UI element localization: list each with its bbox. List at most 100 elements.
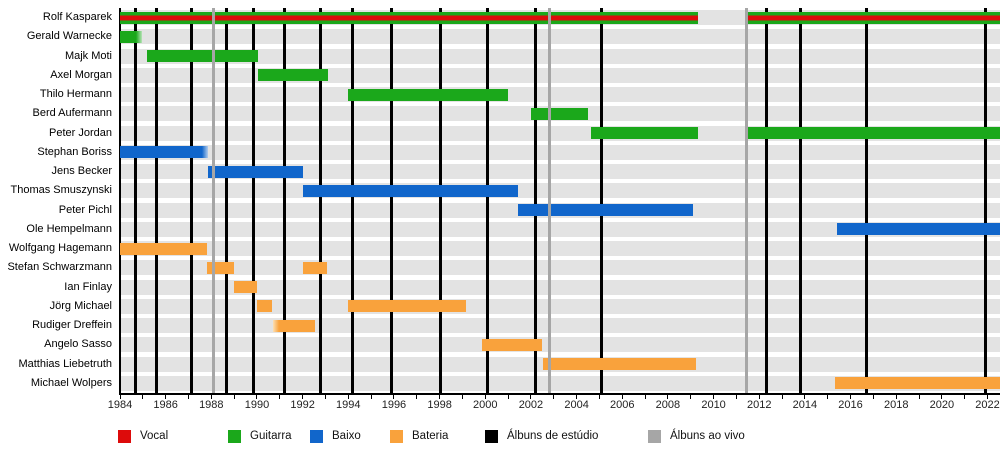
member-bar	[746, 127, 1000, 139]
plot-left-border	[119, 8, 121, 393]
member-label: Axel Morgan	[50, 68, 112, 81]
legend-swatch	[485, 430, 498, 443]
legend-swatch	[390, 430, 403, 443]
member-label: Wolfgang Hagemann	[8, 242, 112, 254]
studio-album-line	[190, 8, 194, 393]
member-label: Jörg Michael	[49, 299, 112, 312]
member-bar	[543, 358, 697, 370]
member-row-track	[119, 48, 1000, 64]
axis-tick	[142, 395, 144, 399]
axis-tick	[735, 395, 737, 399]
member-label: Thomas Smuszynski	[10, 184, 112, 197]
member-row-track	[119, 375, 1000, 391]
axis-year-label: 1984	[107, 399, 133, 411]
member-label: Matthias Liebetruth	[18, 357, 112, 370]
axis-tick	[872, 395, 874, 399]
member-label: Angelo Sasso	[44, 338, 112, 351]
axis-tick	[895, 395, 897, 399]
axis-tick	[507, 395, 509, 399]
axis-tick	[690, 395, 692, 399]
axis-tick	[850, 395, 852, 399]
axis-year-label: 1998	[427, 399, 452, 411]
axis-year-label: 2022	[975, 399, 1000, 411]
axis-tick	[165, 395, 167, 399]
axis-year-label: 2018	[883, 399, 909, 411]
axis-year-label: 1988	[199, 399, 224, 411]
member-bar	[348, 300, 466, 313]
studio-album-line	[252, 8, 256, 393]
member-bar	[207, 165, 303, 178]
axis-tick	[758, 395, 760, 399]
axis-tick	[187, 395, 189, 399]
member-bar	[481, 338, 543, 351]
axis-tick	[119, 395, 121, 399]
studio-album-line	[224, 8, 228, 393]
axis-tick	[576, 395, 578, 399]
member-bar	[258, 69, 328, 82]
studio-album-line	[983, 8, 987, 393]
member-bar	[256, 300, 272, 313]
member-bar	[302, 261, 327, 274]
member-label: Ian Finlay	[64, 280, 112, 293]
legend-swatch	[228, 430, 241, 443]
axis-year-label: 2006	[610, 399, 635, 411]
studio-album-line	[319, 8, 323, 393]
axis-tick	[279, 395, 281, 399]
axis-year-label: 2016	[838, 399, 863, 411]
member-bar	[530, 107, 588, 120]
member-row-track	[119, 260, 1000, 276]
member-label: Peter Jordan	[49, 126, 112, 139]
axis-tick	[256, 395, 258, 399]
member-row-track	[119, 318, 1000, 333]
axis-tick	[210, 395, 212, 399]
member-bar	[834, 377, 1000, 390]
live-album-line	[745, 8, 749, 393]
axis-tick	[370, 395, 372, 399]
axis-tick	[530, 395, 532, 399]
member-label: Ole Hempelmann	[26, 222, 112, 235]
axis-year-label: 2008	[655, 399, 681, 411]
x-axis-line	[119, 393, 1000, 395]
axis-year-label: 2002	[518, 399, 544, 411]
member-bar	[147, 50, 259, 62]
axis-tick	[781, 395, 783, 399]
studio-album-line	[134, 8, 138, 393]
member-row-track	[119, 144, 1000, 160]
axis-tick	[324, 395, 326, 399]
member-bar	[206, 261, 235, 274]
member-label: Jens Becker	[51, 165, 112, 177]
axis-year-label: 1992	[290, 399, 315, 411]
member-label: Majk Moti	[64, 49, 112, 62]
member-bar	[518, 204, 694, 216]
member-row-track	[119, 29, 1000, 45]
legend-label: Álbuns ao vivo	[670, 430, 745, 442]
live-album-line	[547, 8, 551, 393]
legend-label: Vocal	[140, 430, 169, 442]
axis-tick	[667, 395, 669, 399]
member-label: Rudiger Dreffein	[32, 319, 112, 331]
axis-year-label: 2004	[564, 399, 589, 411]
axis-tick	[233, 395, 235, 399]
axis-tick	[621, 395, 623, 399]
member-bar	[120, 146, 208, 159]
member-bar	[591, 127, 699, 139]
legend-label: Baixo	[332, 430, 361, 442]
studio-album-line	[600, 8, 604, 393]
axis-tick	[941, 395, 943, 399]
member-row-track	[119, 279, 1000, 295]
member-bar	[302, 184, 519, 197]
axis-tick	[439, 395, 441, 399]
legend-swatch	[648, 430, 661, 443]
studio-album-line	[865, 8, 869, 393]
studio-album-line	[390, 8, 394, 393]
axis-year-label: 1996	[381, 399, 407, 411]
member-label: Berd Aufermann	[32, 107, 113, 120]
member-bar	[746, 11, 1000, 24]
member-row-track	[119, 221, 1000, 237]
member-bar	[120, 11, 699, 24]
member-bar	[234, 281, 257, 293]
studio-album-line	[798, 8, 802, 393]
member-label: Stephan Boriss	[37, 145, 112, 158]
axis-tick	[553, 395, 555, 399]
